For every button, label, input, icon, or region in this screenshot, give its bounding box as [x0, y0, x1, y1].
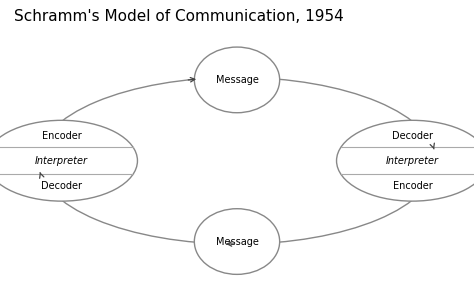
Circle shape: [0, 120, 137, 201]
Text: Schramm's Model of Communication, 1954: Schramm's Model of Communication, 1954: [14, 9, 344, 24]
Text: Interpreter: Interpreter: [35, 156, 88, 166]
Text: Message: Message: [216, 236, 258, 247]
Text: Encoder: Encoder: [392, 181, 432, 191]
Text: Decoder: Decoder: [392, 131, 433, 141]
Text: Message: Message: [216, 75, 258, 85]
Text: Decoder: Decoder: [41, 181, 82, 191]
Text: Encoder: Encoder: [42, 131, 82, 141]
Ellipse shape: [194, 47, 280, 113]
Ellipse shape: [194, 209, 280, 274]
Circle shape: [337, 120, 474, 201]
Text: Interpreter: Interpreter: [386, 156, 439, 166]
